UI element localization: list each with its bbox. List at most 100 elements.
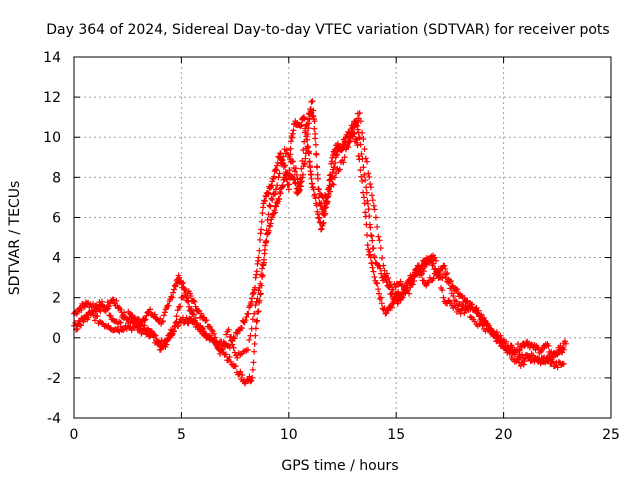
data-point (169, 294, 176, 301)
data-point (387, 281, 394, 288)
data-point (383, 270, 390, 277)
data-point (520, 361, 527, 368)
data-point (323, 199, 330, 206)
data-point (423, 282, 430, 289)
data-point (364, 242, 371, 249)
data-point (223, 331, 230, 338)
data-point (273, 203, 280, 210)
data-point (276, 196, 283, 203)
data-point (560, 360, 567, 367)
data-point (374, 223, 381, 230)
data-point (279, 183, 286, 190)
data-point (254, 317, 261, 324)
data-point (221, 340, 228, 347)
data-point (296, 187, 303, 194)
data-point (399, 294, 406, 301)
data-point (418, 268, 425, 275)
data-point (330, 181, 337, 188)
data-point (545, 342, 552, 349)
data-point (231, 349, 238, 356)
data-point (248, 325, 255, 332)
data-point (257, 291, 264, 298)
data-point (163, 341, 170, 348)
data-point (304, 136, 311, 143)
series-track-a (71, 114, 569, 359)
data-point (281, 176, 288, 183)
data-point (255, 254, 262, 261)
data-point (262, 239, 269, 246)
data-point (259, 265, 266, 272)
x-tick-label: 0 (70, 427, 79, 443)
data-point (356, 134, 363, 141)
data-point (514, 356, 521, 363)
data-point (187, 293, 194, 300)
data-point (254, 260, 261, 267)
data-point (299, 157, 306, 164)
data-point (334, 140, 341, 147)
data-point (316, 218, 323, 225)
y-tick-label: 0 (52, 331, 61, 347)
data-point (143, 312, 150, 319)
data-point (264, 216, 271, 223)
data-point (324, 198, 331, 205)
data-point (424, 279, 431, 286)
data-point (203, 317, 210, 324)
data-point (360, 189, 367, 196)
data-point (377, 265, 384, 272)
data-point (117, 319, 124, 326)
data-point (441, 271, 448, 278)
data-point (243, 314, 250, 321)
data-point (285, 186, 292, 193)
y-tick-label: 14 (43, 50, 61, 66)
data-point (361, 200, 368, 207)
data-point (369, 264, 376, 271)
data-point (453, 298, 460, 305)
data-point (326, 177, 333, 184)
data-point (320, 219, 327, 226)
data-point (496, 338, 503, 345)
data-point (309, 112, 316, 119)
data-point (276, 170, 283, 177)
data-point (359, 178, 366, 185)
data-point (98, 298, 105, 305)
data-point (251, 310, 258, 317)
data-point (272, 186, 279, 193)
data-point (360, 135, 367, 142)
data-point (399, 282, 406, 289)
data-point (319, 220, 326, 227)
data-point (271, 190, 278, 197)
data-point (252, 274, 259, 281)
data-point (406, 290, 413, 297)
x-tick-label: 15 (387, 427, 405, 443)
data-point (173, 313, 180, 320)
data-point (92, 308, 99, 315)
data-point (253, 298, 260, 305)
data-point (445, 279, 452, 286)
data-point (515, 347, 522, 354)
data-point (332, 159, 339, 166)
y-axis-label: SDTVAR / TECUs (7, 181, 23, 296)
data-point (354, 126, 361, 133)
data-point (245, 310, 252, 317)
data-point (286, 181, 293, 188)
data-point (369, 237, 376, 244)
data-point (300, 147, 307, 154)
data-point (554, 364, 561, 371)
data-point (313, 150, 320, 157)
data-point (279, 182, 286, 189)
data-point (507, 350, 514, 357)
data-point (318, 226, 325, 233)
data-point (318, 200, 325, 207)
data-point (349, 129, 356, 136)
data-point (252, 302, 259, 309)
series-track-c (73, 98, 567, 369)
data-point (256, 247, 263, 254)
data-point (484, 322, 491, 329)
data-point (560, 346, 567, 353)
data-point (331, 174, 338, 181)
data-point (367, 254, 374, 261)
data-point (301, 115, 308, 122)
data-point (379, 255, 386, 261)
data-point (273, 199, 280, 206)
data-point (291, 168, 298, 175)
